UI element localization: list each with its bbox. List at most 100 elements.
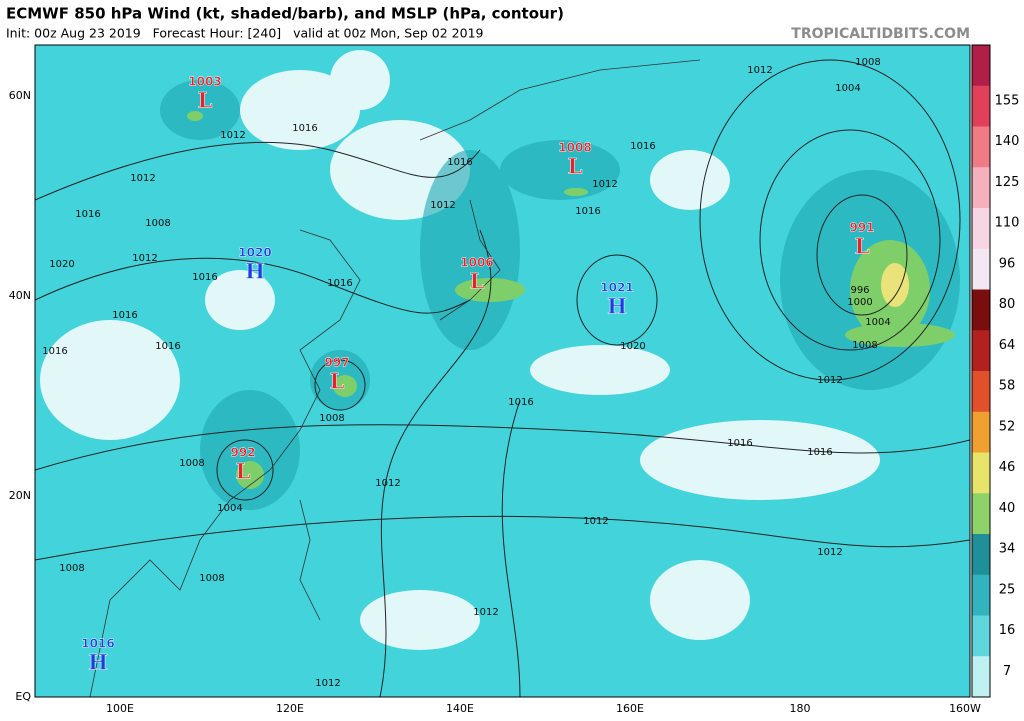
colorbar-label: 34 (999, 542, 1016, 557)
center-letter: H (607, 294, 627, 319)
isobar-label: 1012 (220, 130, 245, 141)
isobar-label: 1008 (145, 218, 170, 229)
isobar-label: 1008 (59, 563, 84, 574)
colorbar-segment (972, 452, 990, 494)
center-letter: L (198, 88, 213, 113)
isobar-label: 1000 (847, 297, 872, 308)
center-value: 1006 (460, 256, 493, 270)
isobar-label: 1008 (179, 458, 204, 469)
lon-label: 180 (790, 702, 811, 715)
colorbar-segment (972, 126, 990, 168)
colorbar-label: 58 (999, 379, 1016, 394)
lon-label: 160W (949, 702, 981, 715)
isobar-label: 1016 (327, 278, 352, 289)
colorbar-segment (972, 656, 990, 698)
center-letter: L (470, 269, 485, 294)
isobar-label: 1008 (855, 57, 880, 68)
colorbar-segment (972, 493, 990, 535)
colorbar-segment (972, 85, 990, 127)
isobar-label: 1016 (112, 310, 137, 321)
isobar-label: 1016 (192, 272, 217, 283)
center-letter: L (855, 234, 870, 259)
isobar-label: 1016 (807, 447, 832, 458)
colorbar-label: 25 (999, 582, 1016, 597)
colorbar-label: 52 (999, 419, 1016, 434)
isobar-label: 1012 (430, 200, 455, 211)
isobar-label: 1012 (315, 678, 340, 689)
colorbar-segment (972, 289, 990, 331)
colorbar-segment (972, 371, 990, 413)
center-value: 991 (849, 221, 874, 235)
isobar-label: 1020 (620, 341, 645, 352)
lon-label: 140E (446, 702, 474, 715)
colorbar-label: 96 (999, 256, 1016, 271)
colorbar-label: 46 (999, 460, 1016, 475)
lat-label: 40N (9, 289, 31, 302)
isobar-label: 1008 (199, 573, 224, 584)
colorbar-segment (972, 167, 990, 209)
colorbar-label: 80 (999, 297, 1016, 312)
colorbar-segment (972, 45, 990, 87)
isobar-label: 1016 (447, 157, 472, 168)
center-letter: L (330, 369, 345, 394)
isobar-label: 1016 (727, 438, 752, 449)
colorbar-label: 125 (995, 175, 1020, 190)
colorbar-segment (972, 330, 990, 372)
isobar-label: 1012 (132, 253, 157, 264)
center-letter: L (236, 459, 251, 484)
lon-label: 120E (276, 702, 304, 715)
isobar-label: 1004 (865, 317, 890, 328)
colorbar-frame (971, 44, 991, 698)
center-value: 997 (324, 356, 349, 370)
lat-label: EQ (15, 690, 31, 703)
isobar-label: 1020 (49, 259, 74, 270)
map-area (35, 45, 970, 697)
colorbar-segment (972, 534, 990, 576)
center-value: 1016 (81, 637, 114, 651)
center-value: 1008 (558, 141, 591, 155)
isobar-label: 1008 (852, 340, 877, 351)
title: ECMWF 850 hPa Wind (kt, shaded/barb), an… (6, 5, 564, 23)
isobar-label: 1016 (75, 209, 100, 220)
isobar-label: 1004 (217, 503, 242, 514)
isobar-label: 1012 (375, 478, 400, 489)
colorbar-label: 7 (1003, 664, 1011, 679)
colorbar-label: 155 (995, 93, 1020, 108)
colorbar: 155 140 125 110 96 80 64 58 52 46 40 34 25 16 7 (971, 44, 1020, 698)
center-value: 1020 (238, 246, 271, 260)
center-value: 1003 (188, 75, 221, 89)
colorbar-label: 140 (995, 134, 1020, 149)
subtitle: Init: 00z Aug 23 2019 Forecast Hour: [24… (6, 26, 484, 41)
colorbar-segment (972, 615, 990, 657)
lat-label: 60N (9, 89, 31, 102)
isobar-label: 1012 (130, 173, 155, 184)
isobar-label: 1016 (575, 206, 600, 217)
isobar-label: 1012 (817, 375, 842, 386)
colorbar-segment (972, 208, 990, 250)
lat-label: 20N (9, 489, 31, 502)
colorbar-segment (972, 248, 990, 290)
map-frame (34, 44, 971, 698)
isobar-label: 1016 (292, 123, 317, 134)
colorbar-segment (972, 411, 990, 453)
isobar-label: 1012 (592, 179, 617, 190)
center-value: 1021 (600, 281, 633, 295)
isobar-label: 1008 (319, 413, 344, 424)
isobar-label: 1016 (508, 397, 533, 408)
center-value: 992 (230, 446, 255, 460)
isobar-label: 1012 (583, 516, 608, 527)
center-letter: L (568, 154, 583, 179)
isobar-label: 1004 (835, 83, 860, 94)
isobar-label: 1016 (630, 141, 655, 152)
isobar-label: 1012 (817, 547, 842, 558)
lon-label: 100E (106, 702, 134, 715)
isobar-label: 1016 (155, 341, 180, 352)
colorbar-label: 110 (995, 216, 1020, 231)
colorbar-label: 64 (999, 338, 1016, 353)
lon-label: 160E (616, 702, 644, 715)
center-letter: H (245, 259, 265, 284)
colorbar-label: 16 (999, 623, 1016, 638)
isobar-label: 996 (850, 285, 869, 296)
isobar-label: 1016 (42, 346, 67, 357)
